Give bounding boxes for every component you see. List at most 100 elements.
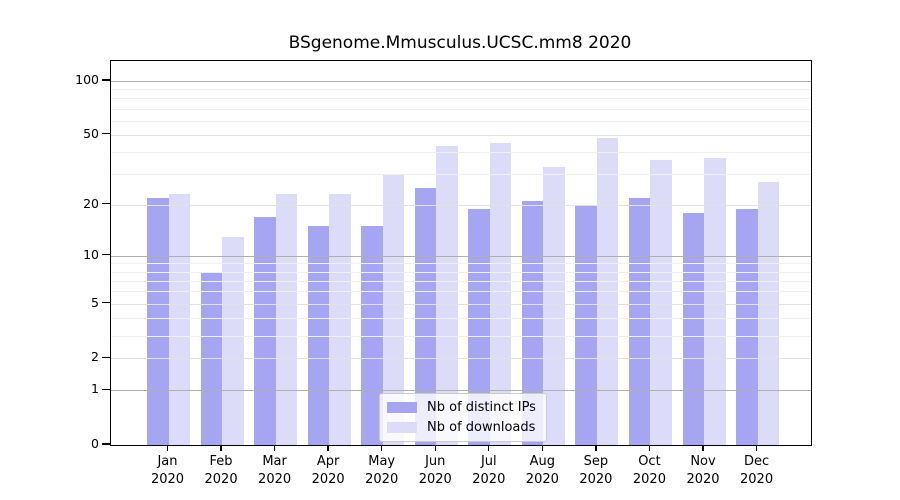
bar-ips-nov xyxy=(682,212,704,445)
bar-downloads-mar xyxy=(275,194,298,445)
bar-downloads-jun xyxy=(436,146,458,445)
y-tick-mark-100 xyxy=(102,79,110,81)
y-tick-mark-50 xyxy=(102,133,110,135)
x-tick-label-may: May 2020 xyxy=(352,453,412,488)
bar-downloads-oct xyxy=(650,160,672,445)
x-tick-mark-sep xyxy=(595,445,597,451)
bar-downloads-aug xyxy=(543,166,565,445)
month-label: Dec xyxy=(743,454,770,469)
plot-area xyxy=(110,60,812,446)
gridline-4 xyxy=(111,317,811,319)
gridline-80 xyxy=(111,98,811,100)
gridline-7 xyxy=(111,280,811,282)
x-tick-mark-may xyxy=(381,445,383,451)
x-tick-label-apr: Apr 2020 xyxy=(298,453,358,488)
legend: Nb of distinct IPs Nb of downloads xyxy=(379,393,547,442)
y-tick-label-0: 0 xyxy=(91,436,99,451)
x-tick-mark-jul xyxy=(488,445,490,451)
y-tick-label-50: 50 xyxy=(83,125,99,141)
year-label: 2020 xyxy=(579,471,613,487)
month-label: Mar xyxy=(262,454,287,469)
year-label: 2020 xyxy=(418,471,452,487)
month-label: Feb xyxy=(209,454,233,469)
bar-downloads-nov xyxy=(704,157,726,445)
y-tick-label-20: 20 xyxy=(83,195,99,211)
gridline-10 xyxy=(111,255,811,257)
gridline-70 xyxy=(111,108,811,110)
gridline-30 xyxy=(111,174,811,176)
grid-layer xyxy=(111,61,811,445)
bar-ips-sep xyxy=(575,204,597,445)
month-label: Nov xyxy=(690,454,716,469)
year-label: 2020 xyxy=(311,471,345,487)
chart-title: BSgenome.Mmusculus.UCSC.mm8 2020 xyxy=(288,33,632,53)
gridline-9 xyxy=(111,263,811,265)
legend-label-downloads: Nb of downloads xyxy=(427,420,536,435)
bar-ips-oct xyxy=(628,197,651,445)
legend-swatch-ips xyxy=(387,402,417,413)
gridline-50 xyxy=(111,134,811,136)
bar-downloads-jan xyxy=(168,194,190,445)
y-tick-label-10: 10 xyxy=(83,246,99,262)
y-tick-mark-2 xyxy=(102,356,110,358)
bar-ips-aug xyxy=(521,201,544,445)
x-tick-label-oct: Oct 2020 xyxy=(619,453,679,488)
year-label: 2020 xyxy=(632,471,666,487)
bar-downloads-apr xyxy=(329,194,351,445)
gridline-8 xyxy=(111,271,811,273)
y-tick-mark-1 xyxy=(102,388,110,390)
legend-label-ips: Nb of distinct IPs xyxy=(427,400,536,415)
month-label: May xyxy=(368,454,396,469)
bar-downloads-dec xyxy=(757,182,780,445)
y-tick-mark-10 xyxy=(102,254,110,256)
year-label: 2020 xyxy=(204,471,238,487)
x-tick-mark-jun xyxy=(434,445,436,451)
month-label: Jan xyxy=(157,454,178,469)
year-label: 2020 xyxy=(525,471,559,487)
x-tick-mark-apr xyxy=(327,445,329,451)
gridline-2 xyxy=(111,358,811,360)
y-tick-mark-0 xyxy=(102,443,110,445)
bar-ips-mar xyxy=(254,216,276,445)
y-tick-label-1: 1 xyxy=(91,381,99,397)
gridline-1 xyxy=(111,390,811,392)
year-label: 2020 xyxy=(258,471,292,487)
x-tick-label-mar: Mar 2020 xyxy=(245,453,305,488)
gridline-20 xyxy=(111,204,811,206)
legend-row-downloads: Nb of downloads xyxy=(387,420,538,435)
x-tick-mark-oct xyxy=(648,445,651,451)
y-tick-mark-5 xyxy=(102,301,110,304)
y-tick-mark-20 xyxy=(102,203,110,205)
gridline-40 xyxy=(111,151,811,153)
month-label: Sep xyxy=(583,454,609,469)
bar-ips-jun xyxy=(414,187,437,445)
gridline-6 xyxy=(111,291,811,293)
bar-ips-dec xyxy=(736,208,758,445)
gridline-5 xyxy=(111,303,811,305)
month-label: Apr xyxy=(316,454,340,469)
legend-row-ips: Nb of distinct IPs xyxy=(387,400,538,415)
month-label: Oct xyxy=(638,454,661,469)
x-tick-label-jun: Jun 2020 xyxy=(405,453,465,488)
bar-downloads-feb xyxy=(222,236,244,445)
x-tick-label-sep: Sep 2020 xyxy=(566,453,626,488)
x-tick-label-jan: Jan 2020 xyxy=(138,453,198,488)
legend-swatch-downloads xyxy=(387,422,417,433)
x-tick-mark-aug xyxy=(541,445,544,451)
x-tick-label-jul: Jul 2020 xyxy=(459,453,519,488)
x-tick-label-dec: Dec 2020 xyxy=(727,453,787,488)
bar-ips-jan xyxy=(147,197,169,445)
x-tick-mark-dec xyxy=(755,445,758,451)
x-tick-mark-mar xyxy=(273,445,276,451)
year-label: 2020 xyxy=(472,471,506,487)
bar-ips-jul xyxy=(468,208,490,445)
bar-downloads-jul xyxy=(489,142,512,445)
y-tick-label-2: 2 xyxy=(91,349,99,365)
y-tick-label-100: 100 xyxy=(75,71,99,87)
x-tick-mark-feb xyxy=(220,445,222,451)
x-tick-mark-jan xyxy=(166,445,169,451)
x-tick-label-aug: Aug 2020 xyxy=(512,453,572,488)
year-label: 2020 xyxy=(686,471,720,487)
gridline-90 xyxy=(111,89,811,91)
